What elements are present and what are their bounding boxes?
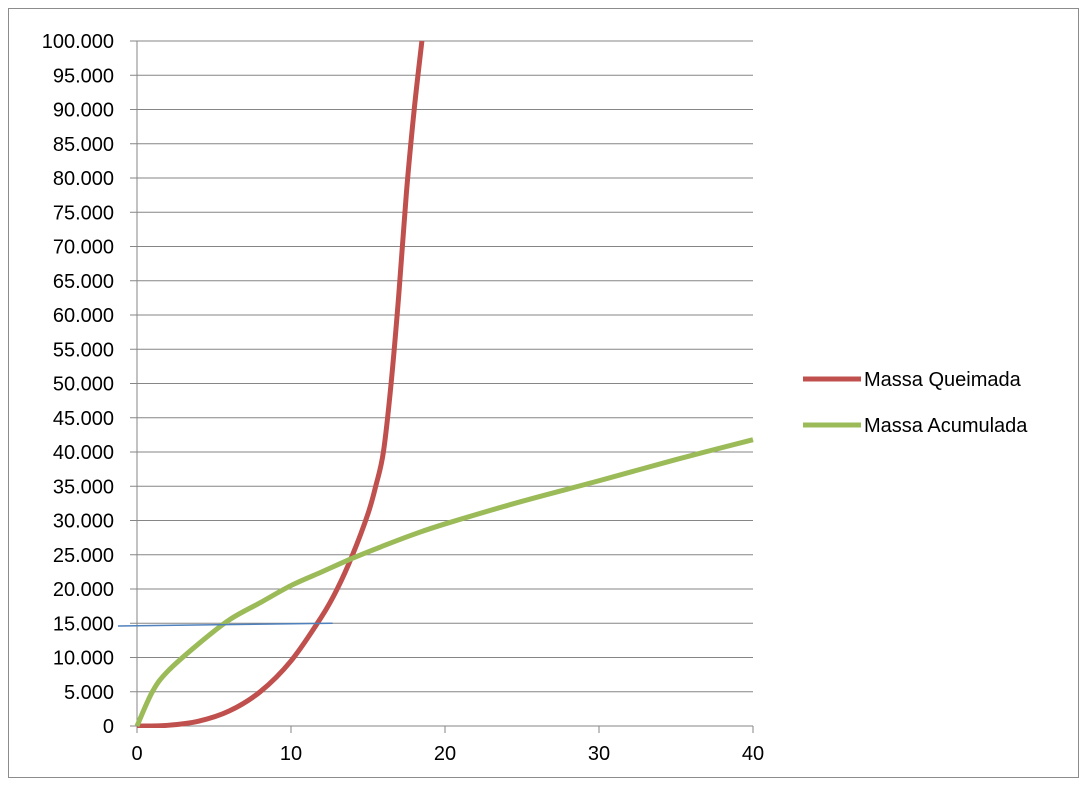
series-line-massa-queimada [136, 40, 425, 728]
y-tick-label: 45.000 [53, 408, 114, 430]
y-tick-label: 15.000 [53, 613, 114, 635]
x-tick-label: 0 [131, 743, 142, 765]
y-tick-label: 30.000 [53, 511, 114, 533]
y-tick-label: 95.000 [53, 65, 114, 87]
axes [136, 41, 754, 733]
y-tick-label: 100.000 [42, 31, 114, 53]
y-tick-label: 55.000 [53, 339, 114, 361]
y-tick-label: 25.000 [53, 545, 114, 567]
y-tick-label: 0 [103, 716, 114, 738]
gridlines [130, 40, 753, 727]
series-lines [134, 40, 754, 728]
reference-line [117, 622, 333, 627]
y-tick-label: 80.000 [53, 168, 114, 190]
y-tick-label: 90.000 [53, 100, 114, 122]
x-tick-label: 20 [434, 743, 456, 765]
y-tick-label: 35.000 [53, 476, 114, 498]
legend-label-massa-acumulada: Massa Acumulada [864, 415, 1028, 437]
x-tick-label: 40 [742, 743, 764, 765]
y-axis-tick-labels: 0 5.000 10.000 15.000 20.000 25.000 30.000 35.0… [42, 31, 114, 738]
x-axis-tick-labels: 0 10 20 30 40 [131, 743, 764, 765]
y-tick-label: 50.000 [53, 374, 114, 396]
y-tick-label: 65.000 [53, 271, 114, 293]
y-tick-label: 70.000 [53, 237, 114, 259]
legend: Massa Queimada Massa Acumulada [803, 369, 1028, 437]
series-line-massa-acumulada [134, 437, 754, 728]
x-tick-label: 10 [280, 743, 302, 765]
y-tick-label: 75.000 [53, 202, 114, 224]
x-tick-label: 30 [588, 743, 610, 765]
y-tick-label: 40.000 [53, 442, 114, 464]
y-tick-label: 85.000 [53, 134, 114, 156]
legend-label-massa-queimada: Massa Queimada [864, 369, 1022, 391]
y-tick-label: 60.000 [53, 305, 114, 327]
y-tick-label: 5.000 [64, 682, 114, 704]
y-tick-label: 20.000 [53, 579, 114, 601]
y-tick-label: 10.000 [53, 648, 114, 670]
chart-frame [8, 8, 1079, 778]
